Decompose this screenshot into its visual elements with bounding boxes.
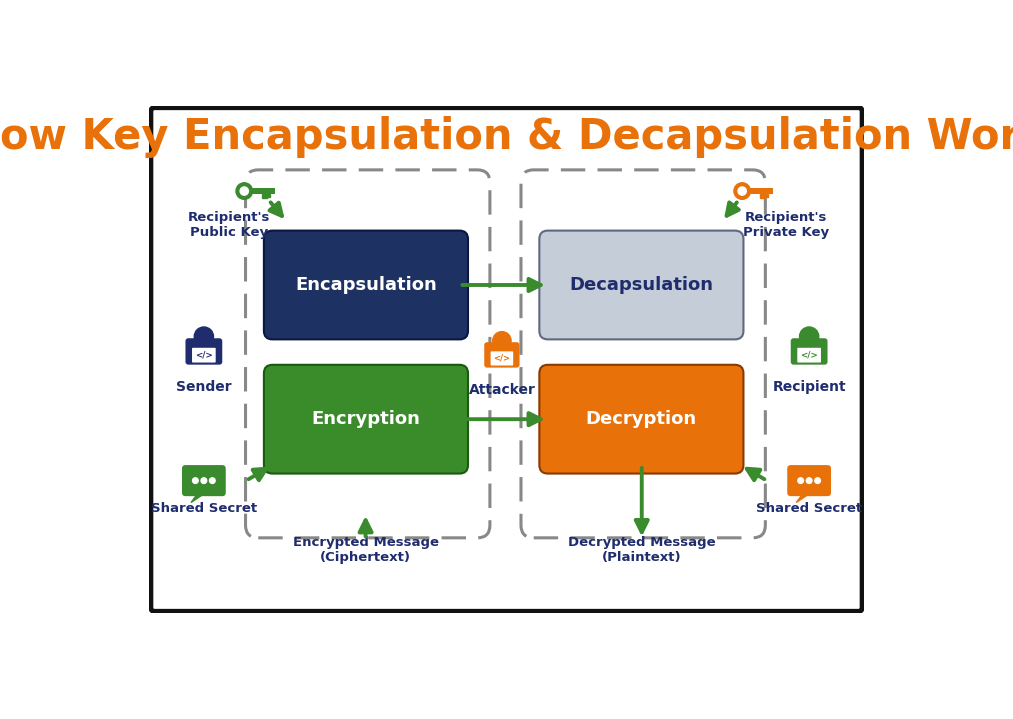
FancyBboxPatch shape [151,108,862,611]
Bar [765,194,768,198]
Circle shape [194,327,214,347]
Bar [262,194,266,198]
Text: Encrypted Message
(Ciphertext): Encrypted Message (Ciphertext) [293,536,439,564]
Text: Shared Secret: Shared Secret [151,503,257,516]
FancyBboxPatch shape [185,338,222,365]
Text: How Key Encapsulation & Decapsulation Work: How Key Encapsulation & Decapsulation Wo… [0,116,1013,157]
FancyBboxPatch shape [796,347,822,363]
Text: </>: </> [194,351,213,360]
Text: Decryption: Decryption [586,410,697,429]
Text: </>: </> [493,354,511,363]
Circle shape [814,478,821,483]
FancyBboxPatch shape [750,188,773,194]
FancyBboxPatch shape [539,231,744,339]
Text: Recipient's
Private Key: Recipient's Private Key [743,211,829,239]
Circle shape [738,187,747,195]
Text: Attacker: Attacker [468,383,535,397]
FancyBboxPatch shape [264,365,468,474]
Circle shape [236,183,252,199]
Circle shape [192,478,199,483]
Circle shape [806,478,812,483]
FancyBboxPatch shape [251,188,276,194]
Text: Recipient's
Public Key: Recipient's Public Key [187,211,269,239]
Bar [760,194,765,198]
Circle shape [201,478,207,483]
Text: Encryption: Encryption [312,410,420,429]
Circle shape [210,478,215,483]
Bar [266,194,270,198]
FancyBboxPatch shape [484,342,520,367]
FancyBboxPatch shape [264,231,468,339]
FancyBboxPatch shape [787,465,831,496]
Text: Recipient: Recipient [772,380,846,394]
Circle shape [733,183,751,199]
Text: Sender: Sender [176,380,232,394]
Text: Shared Secret: Shared Secret [756,503,862,516]
Circle shape [492,331,512,350]
FancyBboxPatch shape [191,347,217,363]
Text: Encapsulation: Encapsulation [295,276,437,294]
Circle shape [798,478,803,483]
FancyBboxPatch shape [490,351,514,366]
Text: Decapsulation: Decapsulation [569,276,713,294]
Text: Decrypted Message
(Plaintext): Decrypted Message (Plaintext) [568,536,715,564]
Circle shape [799,327,819,347]
FancyBboxPatch shape [182,465,226,496]
Polygon shape [191,493,206,503]
Circle shape [240,187,248,195]
Text: </>: </> [800,351,819,360]
FancyBboxPatch shape [791,338,828,365]
FancyBboxPatch shape [539,365,744,474]
Polygon shape [796,493,811,503]
